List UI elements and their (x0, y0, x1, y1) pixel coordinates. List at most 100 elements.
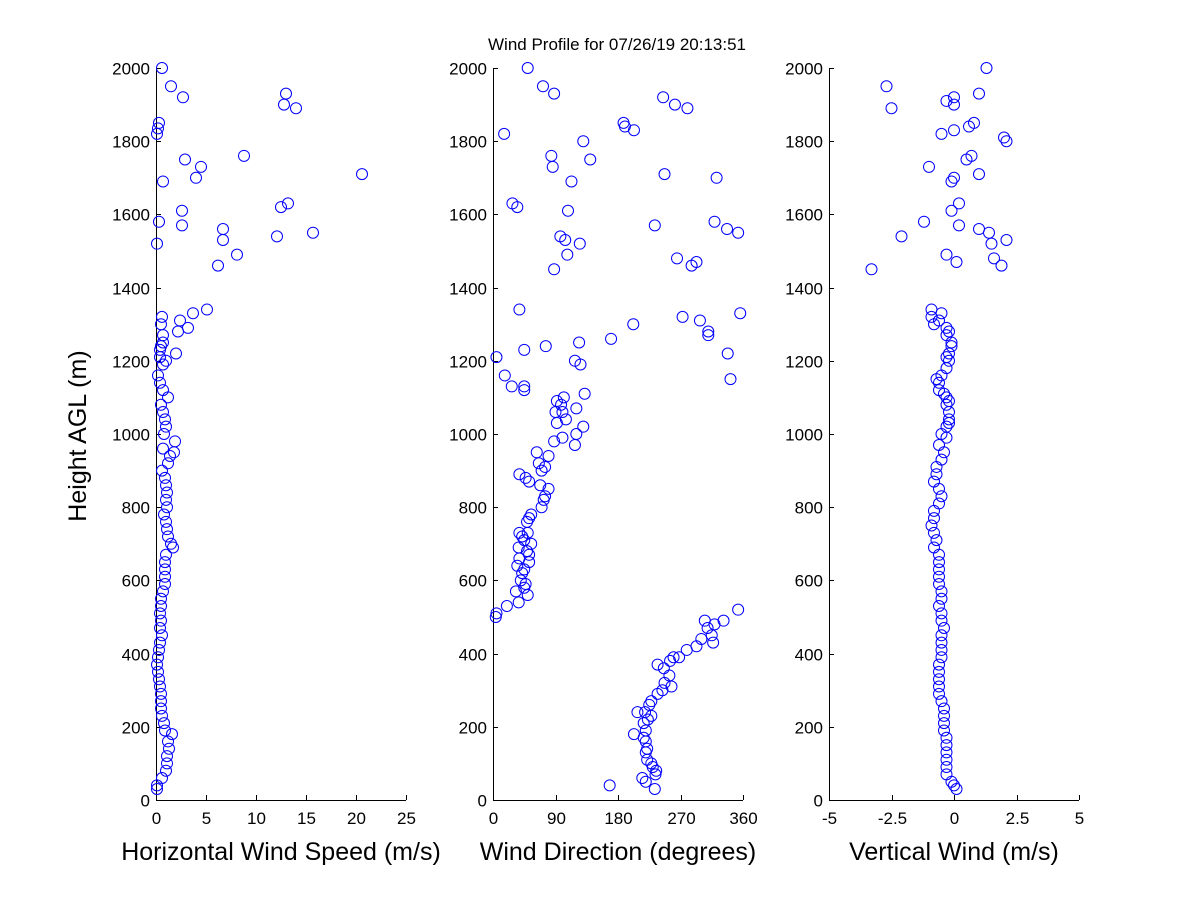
data-point (160, 479, 172, 492)
data-point (943, 354, 955, 367)
data-point (513, 303, 526, 316)
data-point (933, 665, 945, 678)
data-point (933, 570, 945, 583)
data-point (983, 226, 995, 239)
data-point (935, 614, 948, 627)
data-point (925, 310, 938, 323)
data-point (943, 417, 955, 430)
data-point (290, 102, 302, 115)
data-point (636, 772, 649, 785)
data-point (165, 80, 177, 93)
y-tick-label: 400 (795, 646, 823, 665)
y-tick-label: 1600 (449, 206, 487, 225)
data-point (953, 197, 965, 210)
data-point (159, 563, 171, 576)
data-point (201, 303, 213, 316)
data-point (156, 464, 168, 477)
data-point (953, 219, 965, 232)
data-point (943, 347, 955, 360)
data-point (1000, 135, 1013, 148)
data-point (509, 585, 522, 598)
data-point (160, 764, 172, 777)
data-point (164, 449, 176, 462)
data-point (945, 336, 958, 349)
data-point (535, 501, 548, 514)
data-point (159, 556, 171, 569)
data-point (1000, 234, 1013, 247)
data-point (935, 607, 948, 620)
data-point (535, 464, 548, 477)
data-point (671, 252, 684, 265)
y-tick-label: 600 (459, 572, 487, 591)
data-point (548, 87, 561, 100)
data-point (231, 248, 243, 261)
data-point (973, 87, 985, 100)
data-point (933, 658, 945, 671)
data-point (513, 468, 526, 481)
data-point (154, 343, 166, 356)
data-point (161, 750, 173, 763)
data-point (162, 530, 174, 543)
y-tick-label: 2000 (112, 60, 150, 79)
x-tick-label: 0 (152, 809, 161, 828)
y-tick-label: 800 (122, 499, 150, 518)
y-tick-label: 1200 (449, 353, 487, 372)
data-point (521, 62, 534, 74)
y-axis-label: Height AGL (m) (64, 350, 92, 521)
data-point (162, 391, 174, 404)
data-point (928, 504, 940, 517)
data-point (532, 457, 545, 470)
data-point (943, 413, 955, 426)
data-point (995, 259, 1008, 272)
data-point (151, 779, 163, 792)
data-point (162, 457, 174, 470)
x-tick-label: -2.5 (878, 809, 907, 828)
y-tick-label: 200 (459, 719, 487, 738)
data-point (933, 578, 945, 591)
data-point (980, 62, 993, 74)
data-point (155, 614, 167, 627)
data-point (565, 175, 578, 188)
data-point (556, 406, 569, 419)
data-point (935, 629, 948, 642)
x-tick-label: 10 (247, 809, 266, 828)
data-point (657, 91, 670, 104)
data-point (505, 380, 518, 393)
data-point (160, 354, 172, 367)
data-point (938, 702, 950, 715)
x-tick-label: 20 (347, 809, 366, 828)
data-point (160, 493, 172, 506)
y-tick-label: 1800 (112, 133, 150, 152)
data-point (568, 438, 581, 451)
data-point (940, 431, 953, 444)
data-point (157, 585, 169, 598)
y-tick-label: 400 (122, 646, 150, 665)
data-point (702, 329, 715, 342)
data-point (161, 757, 173, 770)
data-point (153, 215, 165, 228)
data-point (166, 728, 178, 741)
data-point (280, 87, 292, 100)
data-point (948, 98, 960, 111)
data-point (212, 259, 224, 272)
data-point (187, 307, 199, 320)
data-point (154, 636, 166, 649)
x-tick-label: 5 (1075, 809, 1084, 828)
data-point (512, 596, 525, 609)
data-point (667, 651, 680, 664)
data-point (573, 336, 586, 349)
x-tick-label: 5 (202, 809, 211, 828)
data-point (933, 680, 945, 693)
data-point (156, 310, 168, 323)
data-point (935, 490, 948, 503)
data-point (710, 171, 723, 184)
data-point (574, 358, 587, 371)
data-point (933, 548, 945, 561)
data-point (152, 665, 164, 678)
data-point (151, 127, 163, 140)
x-tick-label: 25 (397, 809, 416, 828)
y-tick-label: 1800 (785, 133, 823, 152)
data-point (176, 219, 188, 232)
data-point (658, 168, 671, 181)
